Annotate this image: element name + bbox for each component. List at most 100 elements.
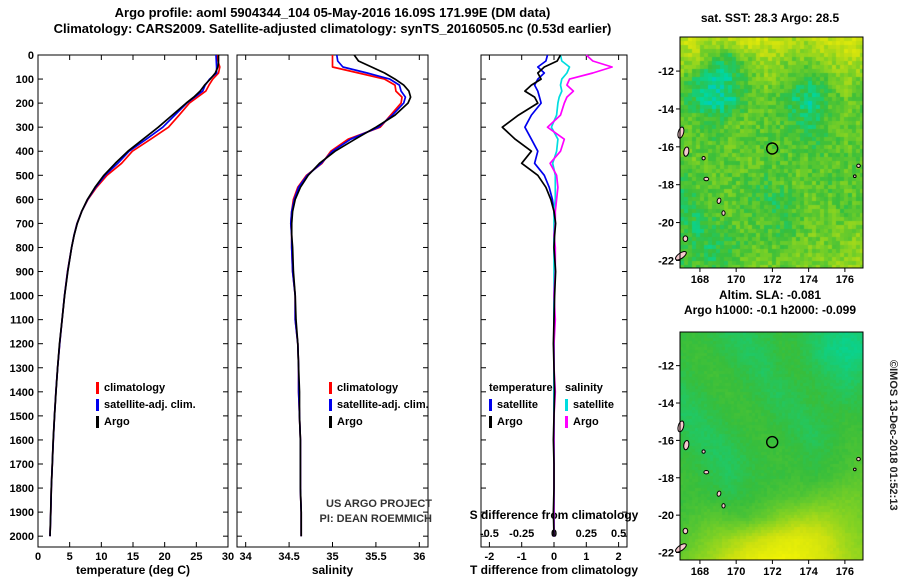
depth-tick-label: 1300 [10,363,34,375]
legend-label: satellite [573,398,614,411]
legend-label: satellite [497,398,538,411]
principal-investigator: PI: DEAN ROEMMICH [319,513,432,525]
legend-item-argo: Argo [329,413,429,430]
depth-tick-label: 200 [16,98,34,110]
sst-map-title: sat. SST: 28.3 Argo: 28.5 [700,11,840,25]
argo-line-swatch [329,415,332,428]
legend-item-argo: Argo [96,413,196,430]
figure-titles: Argo profile: aoml 5904344_104 05-May-20… [0,5,665,37]
series-t-argo [501,54,562,537]
x-tick-label: 34.5 [278,551,299,563]
series-satellite-adj.-clim. [289,54,407,537]
x-tick-label: 0 [35,551,41,563]
lat-tick-label: -14 [658,104,675,116]
t-difference-legend: temperature satellite Argo [489,379,553,430]
depth-tick-label: 1600 [10,435,34,447]
lon-tick-label: 172 [763,274,781,286]
legend-item-climatology: climatology [329,379,429,396]
x-tick-label: 5 [67,551,73,563]
difference-profile-panel: -2 -1 0 1 2 S difference from climatology -0.5… [470,54,639,577]
project-name: US ARGO PROJECT [326,498,432,510]
x-tick-label: 30 [222,551,234,563]
temperature-profile-panel: 0 5 10 15 20 25 300100200300400500600700800900… [10,50,235,577]
s-tick-label: -0.25 [509,528,534,540]
depth-tick-label: 2000 [10,531,34,543]
x-tick-label: 15 [127,551,139,563]
x-tick-label: -2 [485,551,495,563]
depth-tick-label: 0 [28,50,34,62]
sla-map-image [680,332,863,560]
lon-tick-label: 172 [763,566,781,578]
depth-tick-label: 900 [16,267,34,279]
sla-map-title-line1: Altim. SLA: -0.081 [718,288,822,302]
legend-item-satellite-clim: satellite-adj. clim. [329,396,429,413]
x-tick-label: -1 [517,551,527,563]
x-tick-label: 1 [583,551,589,563]
depth-tick-label: 400 [16,146,34,158]
legend-label: Argo [573,415,599,428]
depth-tick-label: 700 [16,218,34,230]
s-argo-line-swatch [565,415,568,428]
lon-tick-label: 168 [691,274,709,286]
lat-tick-label: -22 [658,548,674,560]
legend-label: Argo [337,415,363,428]
x-axis-label: temperature (deg C) [76,563,190,577]
argo-line-swatch [96,415,99,428]
salinity-legend: climatology satellite-adj. clim. Argo [329,379,429,430]
x-tick-label: 36 [413,551,425,563]
series-satellite-adj.-clim. [49,54,218,537]
depth-tick-label: 1000 [10,291,34,303]
x-tick-label: 35 [326,551,338,563]
s-tick-label: -0.5 [480,528,499,540]
s-difference-legend: salinity satellite Argo [565,379,614,430]
s-axis-label: S difference from climatology [470,508,639,522]
depth-tick-label: 300 [16,122,34,134]
legend-item-t-argo: Argo [489,413,553,430]
legend-label: climatology [104,381,166,394]
depth-tick-label: 800 [16,242,34,254]
lat-tick-label: -12 [658,361,674,373]
s-satellite-line-swatch [565,398,568,411]
climatology-line-swatch [329,381,332,394]
series-s-argo [546,54,613,537]
legend-group-title: salinity [565,379,614,396]
legend-label: Argo [497,415,523,428]
legend-label: satellite-adj. clim. [104,398,196,411]
temperature-legend: climatology satellite-adj. clim. Argo [96,379,196,430]
satellite-clim-line-swatch [96,398,99,411]
legend-item-s-argo: Argo [565,413,614,430]
depth-tick-label: 1100 [10,315,34,327]
sla-map-title-line2: Argo h1000: -0.1 h2000: -0.099 [683,303,857,317]
depth-tick-label: 1700 [10,459,34,471]
lat-tick-label: -18 [658,473,674,485]
depth-tick-label: 1400 [10,387,34,399]
legend-label: salinity [565,381,603,394]
legend-item-satellite-clim: satellite-adj. clim. [96,396,196,413]
depth-tick-label: 1200 [10,339,34,351]
series-t-satellite [524,54,556,537]
lon-tick-label: 170 [727,566,745,578]
x-tick-label: 35.5 [365,551,386,563]
s-tick-label: 0 [551,528,557,540]
s-tick-label: 0.5 [611,528,626,540]
t-argo-line-swatch [489,415,492,428]
lon-tick-label: 170 [727,274,745,286]
legend-label: temperature [489,381,553,394]
x-tick-label: 10 [95,551,107,563]
lon-tick-label: 174 [799,566,818,578]
s-tick-label: 0.25 [576,528,597,540]
x-axis-label: salinity [312,563,354,577]
legend-item-climatology: climatology [96,379,196,396]
series-climatology [49,54,221,537]
axes-box [480,54,628,548]
lon-tick-label: 176 [836,274,854,286]
imos-timestamp: ©IMOS 13-Dec-2018 01:52:13 [887,360,899,511]
legend-label: satellite-adj. clim. [337,398,429,411]
axes-box [236,54,429,548]
depth-tick-label: 1800 [10,483,34,495]
depth-tick-label: 500 [16,170,34,182]
x-tick-label: 34 [240,551,253,563]
lon-tick-label: 168 [691,566,709,578]
x-tick-label: 20 [159,551,171,563]
